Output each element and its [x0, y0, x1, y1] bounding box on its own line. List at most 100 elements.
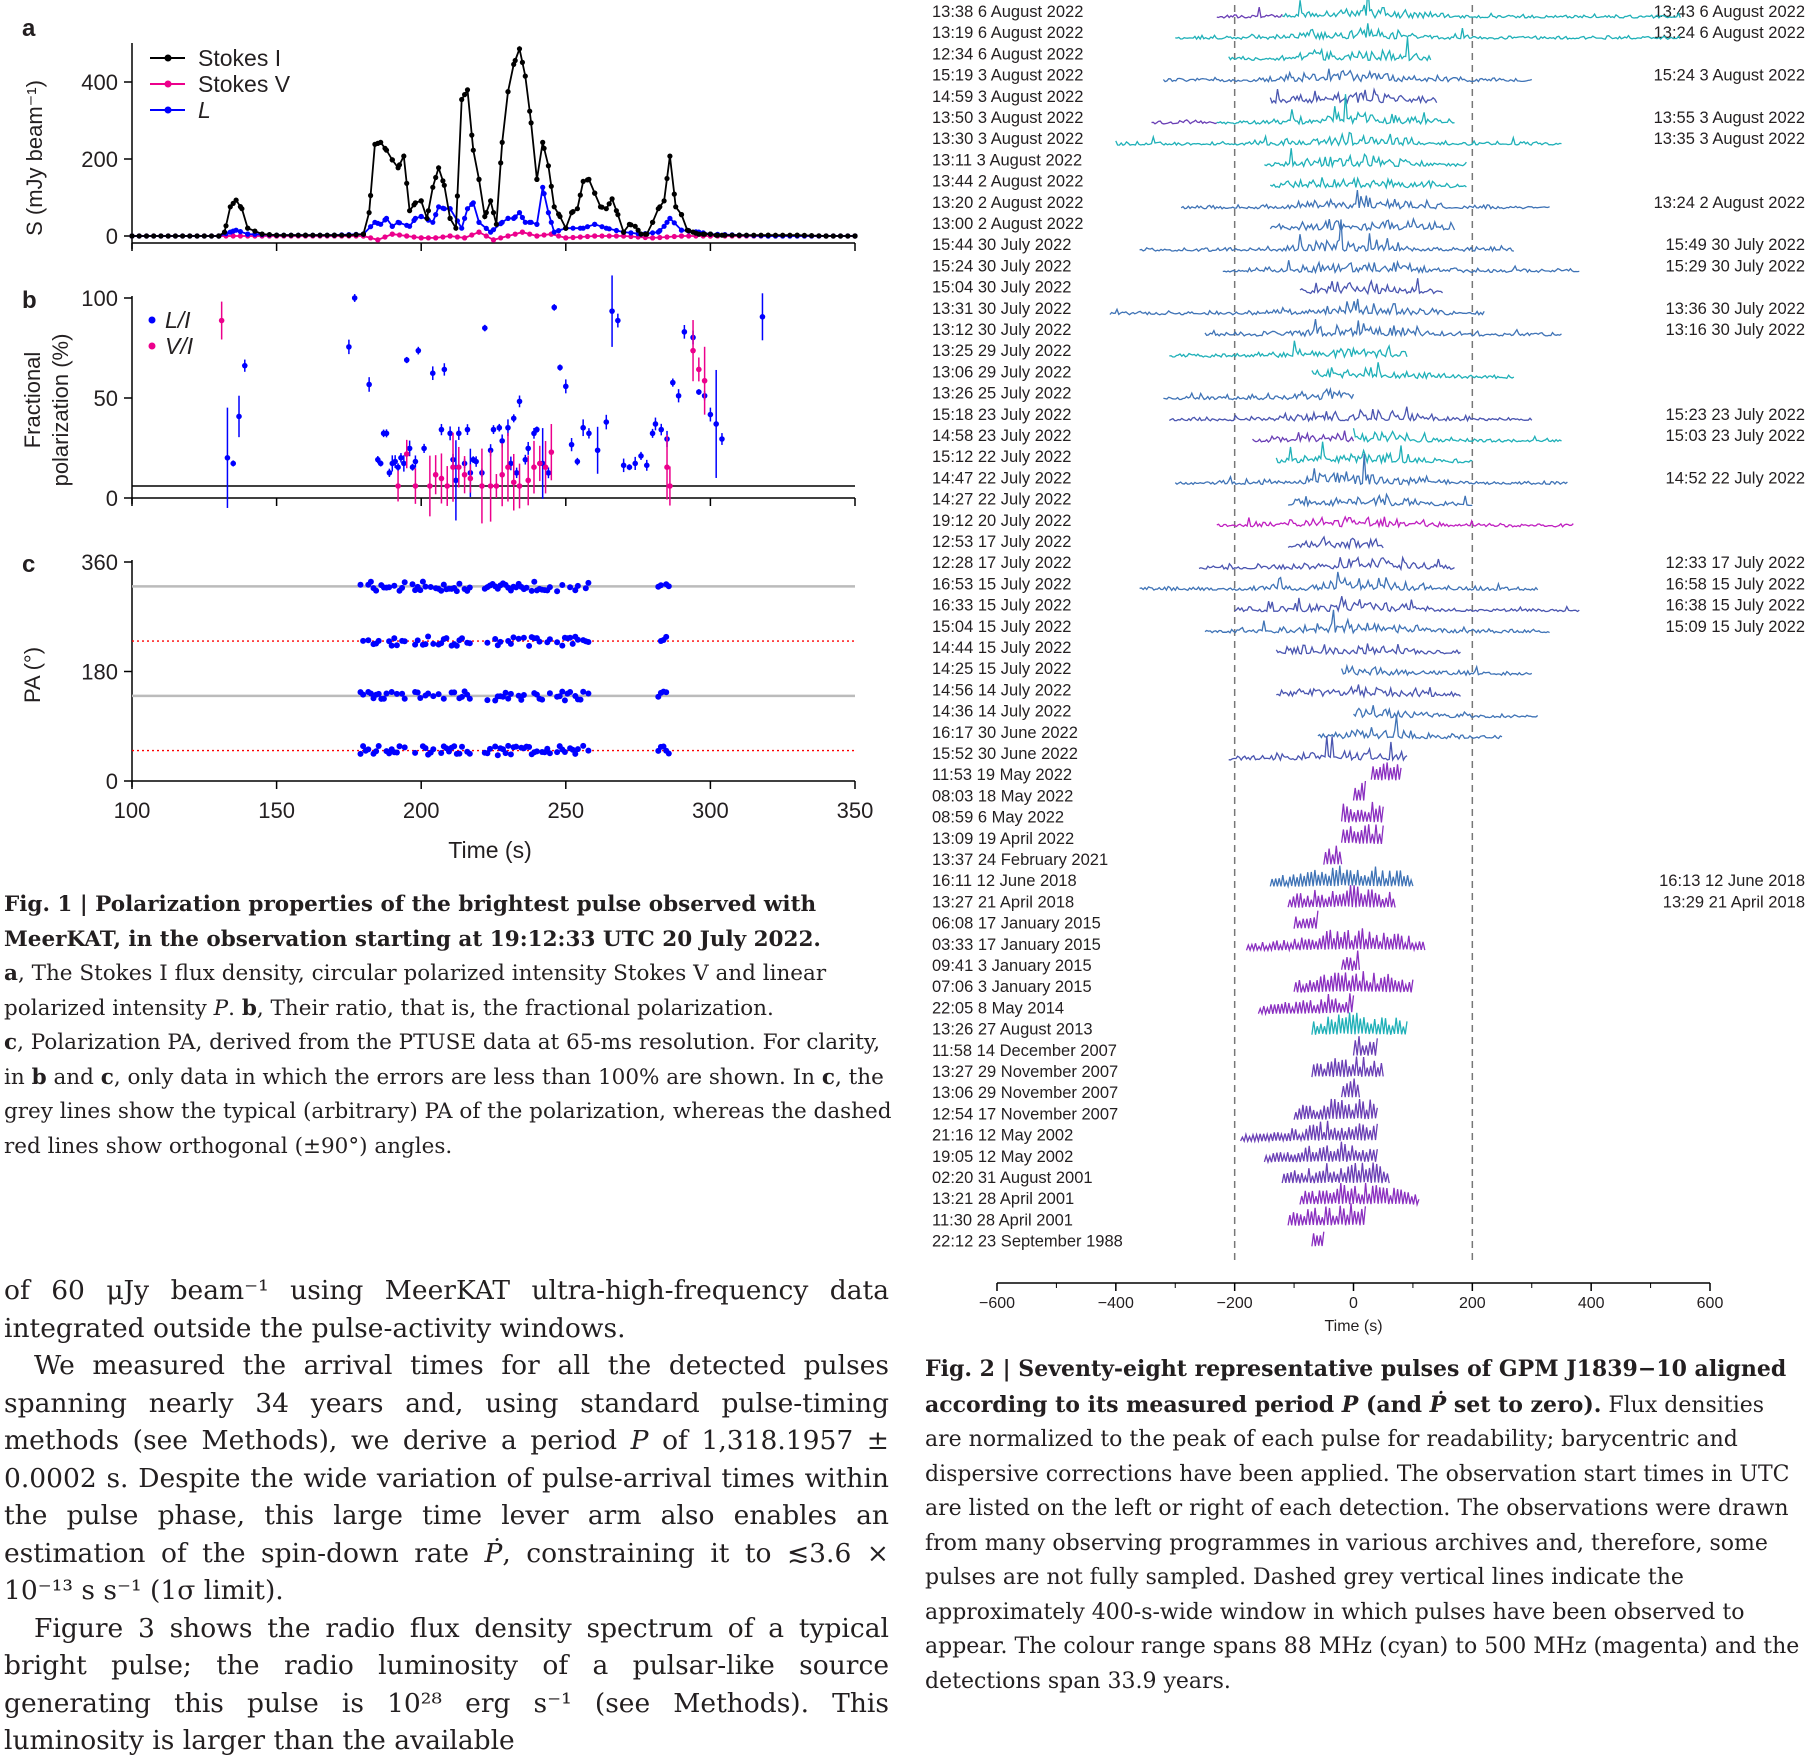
- body-paragraph-1: of 60 μJy beam⁻¹ using MeerKAT ultra-hig…: [4, 1275, 889, 1344]
- data-point: [433, 212, 439, 218]
- data-point: [743, 232, 750, 238]
- data-point: [418, 198, 424, 204]
- x-tick-label: −600: [979, 1295, 1015, 1312]
- data-point: [729, 232, 735, 238]
- pulse-trace: [1340, 663, 1533, 677]
- data-point: [650, 230, 656, 236]
- data-point: [441, 182, 447, 188]
- data-point: [620, 462, 627, 469]
- data-point: [483, 233, 489, 239]
- pa-point: [440, 695, 447, 702]
- pa-point: [459, 743, 465, 750]
- pa-point: [425, 633, 432, 640]
- data-point: [707, 411, 714, 418]
- data-point: [701, 377, 708, 384]
- data-point: [794, 232, 800, 238]
- data-point: [563, 225, 569, 231]
- pulse-trace: [1228, 736, 1408, 762]
- pulse-trace: [1174, 453, 1568, 487]
- pulse-trace: [1311, 1231, 1325, 1247]
- data-point: [245, 225, 251, 231]
- pa-point: [391, 582, 398, 589]
- data-point: [455, 464, 462, 471]
- left-obs-label: 14:59 3 August 2022: [932, 88, 1083, 106]
- data-point: [444, 483, 451, 489]
- data-point: [678, 227, 685, 233]
- data-point: [493, 221, 499, 227]
- left-obs-label: 13:26 25 July 2022: [932, 385, 1071, 403]
- data-point: [690, 347, 696, 354]
- left-obs-label: 11:53 19 May 2022: [932, 766, 1072, 784]
- right-obs-label: 13:16 30 July 2022: [1666, 321, 1805, 339]
- data-point: [657, 228, 663, 234]
- pulse-trace: [1222, 259, 1580, 275]
- left-obs-label: 14:25 15 July 2022: [932, 660, 1071, 678]
- data-point: [545, 163, 552, 169]
- data-point: [440, 178, 446, 184]
- right-obs-label: 13:36 30 July 2022: [1666, 300, 1805, 318]
- data-point: [368, 192, 374, 199]
- data-point: [525, 445, 532, 452]
- pa-point: [393, 690, 400, 697]
- pulse-trace: [1216, 6, 1283, 19]
- pa-point: [466, 695, 473, 702]
- data-point: [430, 219, 436, 225]
- pa-point: [484, 697, 491, 704]
- body-paragraph-3: Figure 3 shows the radio flux density sp…: [4, 1612, 889, 1757]
- data-point: [545, 470, 552, 476]
- pa-point: [585, 747, 592, 754]
- pa-point: [559, 582, 566, 588]
- pa-point: [466, 584, 473, 591]
- pulse-trace: [1276, 684, 1461, 699]
- left-obs-label: 15:24 30 July 2022: [932, 257, 1071, 275]
- data-point: [438, 426, 445, 433]
- pulse-trace: [1340, 950, 1361, 971]
- right-obs-label: 14:52 22 July 2022: [1666, 469, 1805, 487]
- right-obs-label: 16:13 12 June 2018: [1659, 872, 1805, 890]
- pulse-trace: [1352, 1036, 1378, 1056]
- x-tick-label: 150: [258, 798, 295, 823]
- y-tick-label: 400: [81, 70, 118, 95]
- cap-c: c: [4, 1030, 18, 1055]
- data-point: [237, 229, 243, 235]
- data-point: [165, 233, 171, 239]
- pulse-trace: [1257, 993, 1355, 1017]
- data-point: [412, 215, 418, 221]
- data-point: [383, 215, 390, 221]
- data-point: [671, 233, 677, 240]
- left-obs-label: 13:06 29 November 2007: [932, 1084, 1118, 1102]
- data-point: [223, 223, 229, 229]
- data-point: [592, 221, 598, 227]
- data-point: [513, 470, 520, 476]
- data-point: [715, 232, 721, 238]
- data-point: [845, 233, 851, 239]
- data-point: [499, 471, 505, 478]
- cap-rest2: , the grey lines show the typical (arbit…: [4, 1064, 892, 1159]
- data-point: [522, 219, 528, 225]
- right-obs-label: 13:29 21 April 2018: [1663, 893, 1805, 911]
- data-point: [490, 210, 497, 216]
- data-point: [470, 200, 476, 206]
- data-point: [510, 479, 517, 486]
- pulse-trace: [1293, 971, 1414, 993]
- data-point: [375, 237, 381, 243]
- pulse-trace: [1352, 428, 1562, 443]
- left-obs-label: 13:50 3 August 2022: [932, 109, 1083, 127]
- left-obs-label: 16:17 30 June 2022: [932, 724, 1078, 742]
- fig1-caption-title: Fig. 1 | Polarization properties of the …: [4, 892, 821, 952]
- data-point: [599, 224, 605, 230]
- data-point: [736, 232, 742, 238]
- data-point: [378, 221, 384, 227]
- x-tick-label: 400: [1578, 1295, 1605, 1312]
- data-point: [194, 233, 200, 239]
- right-obs-label: 13:24 6 August 2022: [1654, 24, 1805, 42]
- data-point: [462, 235, 468, 241]
- data-point: [498, 235, 504, 241]
- left-obs-label: 12:28 17 July 2022: [932, 554, 1071, 572]
- left-obs-label: 15:04 15 July 2022: [932, 618, 1071, 636]
- p2-a: We measured the arrival times for all th…: [4, 1350, 889, 1456]
- data-point: [548, 219, 554, 225]
- left-obs-label: 12:34 6 August 2022: [932, 45, 1083, 63]
- x-tick-label: 200: [403, 798, 440, 823]
- data-point: [809, 233, 815, 239]
